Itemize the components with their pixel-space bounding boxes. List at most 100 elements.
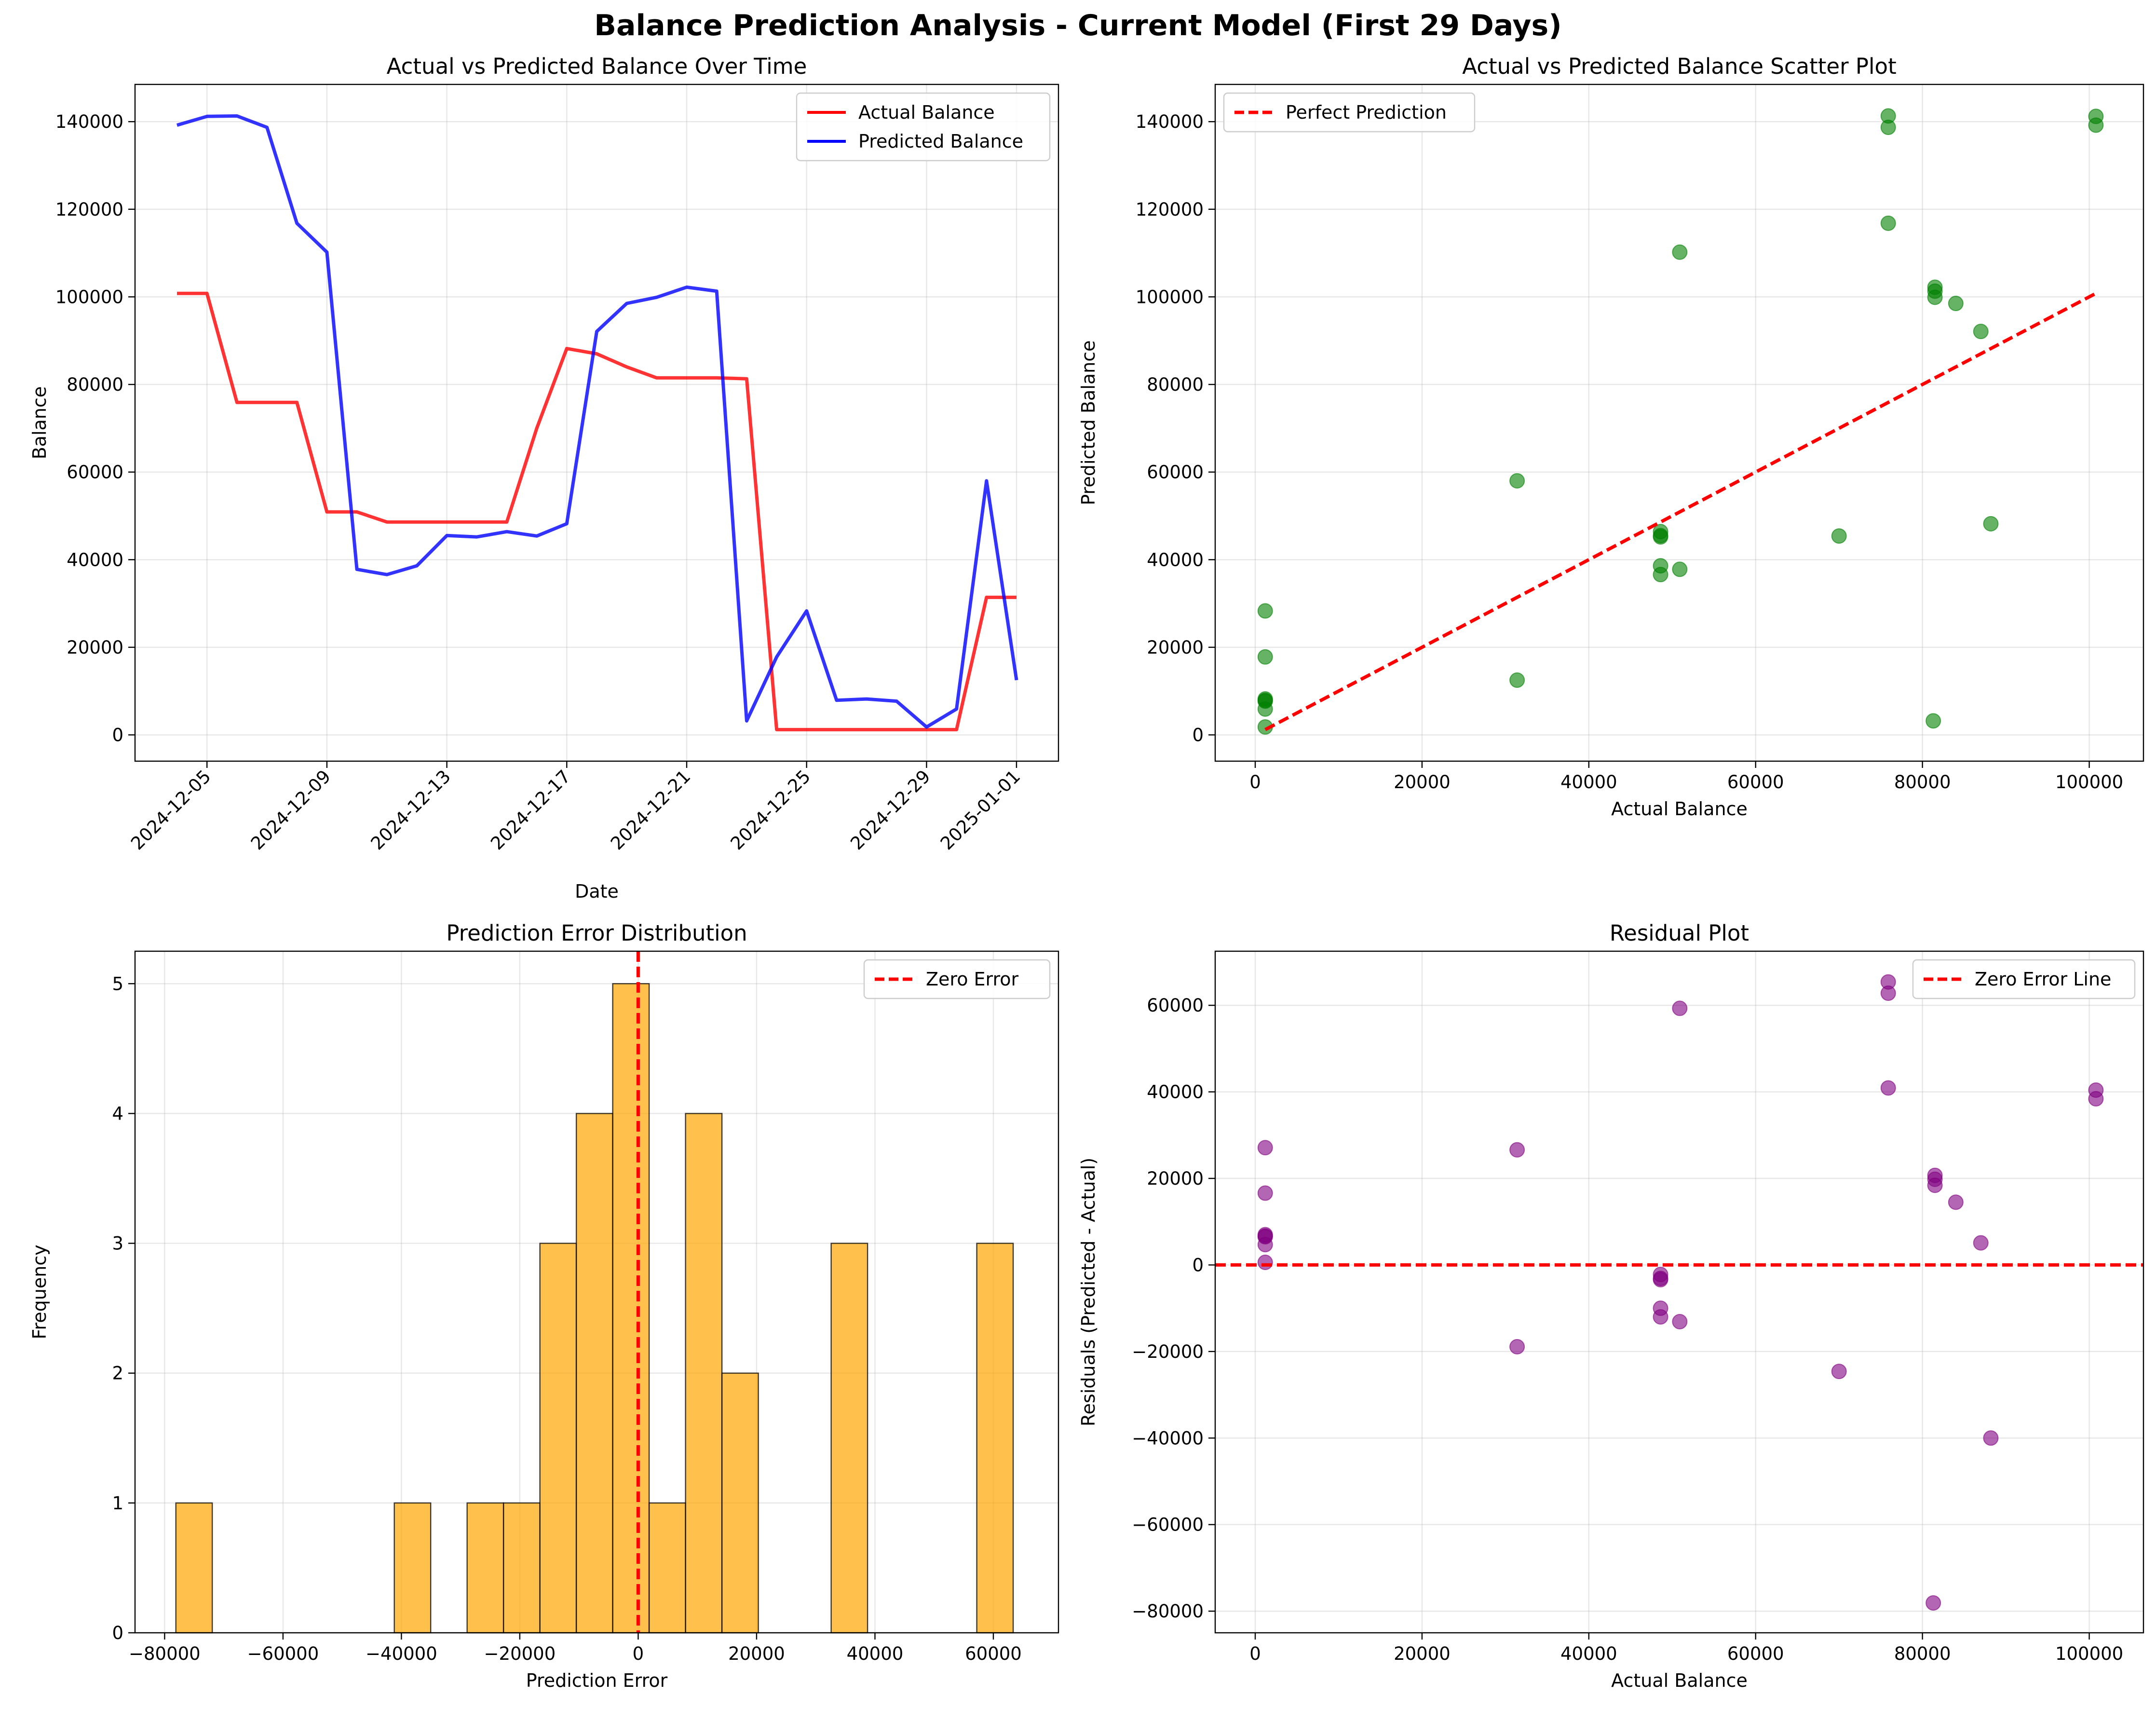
residual-point: [1653, 1300, 1668, 1316]
histogram-bar: [466, 1502, 504, 1634]
x-tick-label: 100000: [2055, 1643, 2123, 1664]
y-tick-label: 140000: [55, 111, 123, 132]
x-tick-label: 2025-01-01: [936, 766, 1024, 854]
series-line-actual-balance: [177, 291, 1017, 732]
x-tick-label: 60000: [1727, 1643, 1784, 1664]
residual-point: [1257, 1237, 1273, 1253]
y-tick-label: 40000: [1147, 549, 1204, 570]
legend-box: [796, 92, 1051, 162]
x-tick-label: 40000: [1560, 772, 1617, 793]
y-tick-label: 0: [1192, 725, 1204, 746]
x-tick-label: 0: [1249, 772, 1261, 793]
y-tick-label: 120000: [55, 199, 123, 220]
x-tick-label: 0: [633, 1643, 644, 1664]
y-tick-label: 20000: [1147, 637, 1204, 658]
y-tick-label: 0: [112, 1623, 123, 1643]
histogram-bar: [502, 1502, 541, 1634]
x-tick-label: 40000: [847, 1643, 904, 1664]
histogram-bar: [175, 1502, 213, 1634]
y-tick-label: −20000: [1132, 1341, 1204, 1362]
scatter-point: [1925, 713, 1941, 729]
y-tick-label: 120000: [1136, 199, 1204, 220]
x-tick-label: 80000: [1894, 1643, 1951, 1664]
histogram-bar: [648, 1502, 686, 1634]
y-tick-label: 1: [112, 1493, 123, 1514]
residual-point: [1973, 1235, 1989, 1251]
scatter-point: [1653, 558, 1668, 574]
scatter-point: [1672, 244, 1688, 260]
panel-2: Actual vs Predicted Balance Scatter Plot…: [1078, 54, 2144, 820]
y-tick-label: 0: [1192, 1255, 1204, 1275]
y-tick-label: 140000: [1136, 111, 1204, 132]
x-tick-label: −80000: [129, 1643, 201, 1664]
x-tick-label: 60000: [965, 1643, 1022, 1664]
x-tick-label: 20000: [1394, 772, 1451, 793]
y-tick-label: 100000: [1136, 287, 1204, 307]
y-tick-label: 20000: [1147, 1168, 1204, 1189]
x-tick-label: 0: [1249, 1643, 1261, 1664]
scatter-point: [1831, 528, 1847, 544]
residual-point: [1880, 985, 1896, 1001]
histogram-bar: [575, 1113, 613, 1634]
legend-label: Zero Error Line: [1975, 969, 2111, 990]
y-tick-label: 5: [112, 973, 123, 994]
y-axis-label: Balance: [29, 386, 50, 460]
x-tick-label: 100000: [2055, 772, 2123, 793]
histogram-bar: [721, 1372, 759, 1634]
figure-title: Balance Prediction Analysis - Current Mo…: [594, 9, 1562, 42]
y-tick-label: 40000: [1147, 1082, 1204, 1103]
y-tick-label: 20000: [67, 637, 123, 658]
panel-4: Residual Plot 0 20000 40000 60000 80000 100000…: [1078, 920, 2144, 1691]
histogram-bar: [539, 1243, 577, 1634]
scatter-point: [1927, 283, 1943, 299]
x-tick-label: −40000: [366, 1643, 437, 1664]
panel-title: Residual Plot: [1610, 920, 1749, 946]
scatter-point: [1880, 215, 1896, 231]
y-tick-label: 2: [112, 1363, 123, 1384]
scatter-point: [1983, 516, 1999, 532]
x-tick-label: 60000: [1727, 772, 1784, 793]
legend: Perfect Prediction: [1223, 92, 1476, 133]
x-tick-label: −20000: [484, 1643, 556, 1664]
x-axis-label: Prediction Error: [526, 1670, 668, 1691]
scatter-point: [1257, 603, 1273, 619]
residual-point: [1653, 1267, 1668, 1283]
scatter-point: [1672, 561, 1688, 577]
residual-point: [1927, 1171, 1943, 1187]
residual-point: [2088, 1082, 2104, 1098]
y-tick-label: 0: [112, 725, 123, 746]
y-tick-label: 3: [112, 1233, 123, 1254]
legend: Actual Balance Predicted Balance: [796, 92, 1051, 162]
histogram-bar: [612, 983, 650, 1634]
x-tick-label: 2024-12-29: [846, 766, 934, 854]
y-tick-label: 60000: [1147, 462, 1204, 483]
scatter-point: [1257, 649, 1273, 665]
residual-point: [1925, 1595, 1941, 1611]
legend-box: [1223, 92, 1476, 133]
residual-point: [1948, 1194, 1964, 1210]
x-tick-label: 2024-12-17: [487, 766, 574, 854]
axes-frame: [1214, 83, 2144, 762]
scatter-point: [1653, 524, 1668, 540]
legend-box: [1912, 959, 2136, 999]
x-axis-label: Actual Balance: [1611, 798, 1748, 820]
x-tick-label: 2024-12-21: [607, 766, 694, 854]
axes-frame: [1214, 950, 2144, 1634]
scatter-point: [2088, 109, 2104, 124]
panel-title: Actual vs Predicted Balance Over Time: [387, 54, 807, 79]
y-tick-label: 60000: [67, 462, 123, 483]
panel-title: Prediction Error Distribution: [446, 920, 747, 946]
legend-box: [863, 959, 1051, 999]
histogram-bar: [976, 1243, 1014, 1634]
x-axis-label: Date: [575, 881, 619, 902]
scatter-point: [1509, 672, 1525, 688]
residual-point: [1831, 1364, 1847, 1380]
residual-point: [1672, 1313, 1688, 1329]
x-tick-label: 2024-12-25: [727, 766, 814, 854]
panel-1: Actual vs Predicted Balance Over Time 202…: [29, 54, 1059, 902]
axes-frame: [134, 950, 1059, 1634]
y-tick-label: 80000: [67, 374, 123, 395]
scatter-point: [1973, 324, 1989, 340]
legend: Zero Error Line: [1912, 959, 2136, 999]
y-tick-label: 4: [112, 1103, 123, 1124]
